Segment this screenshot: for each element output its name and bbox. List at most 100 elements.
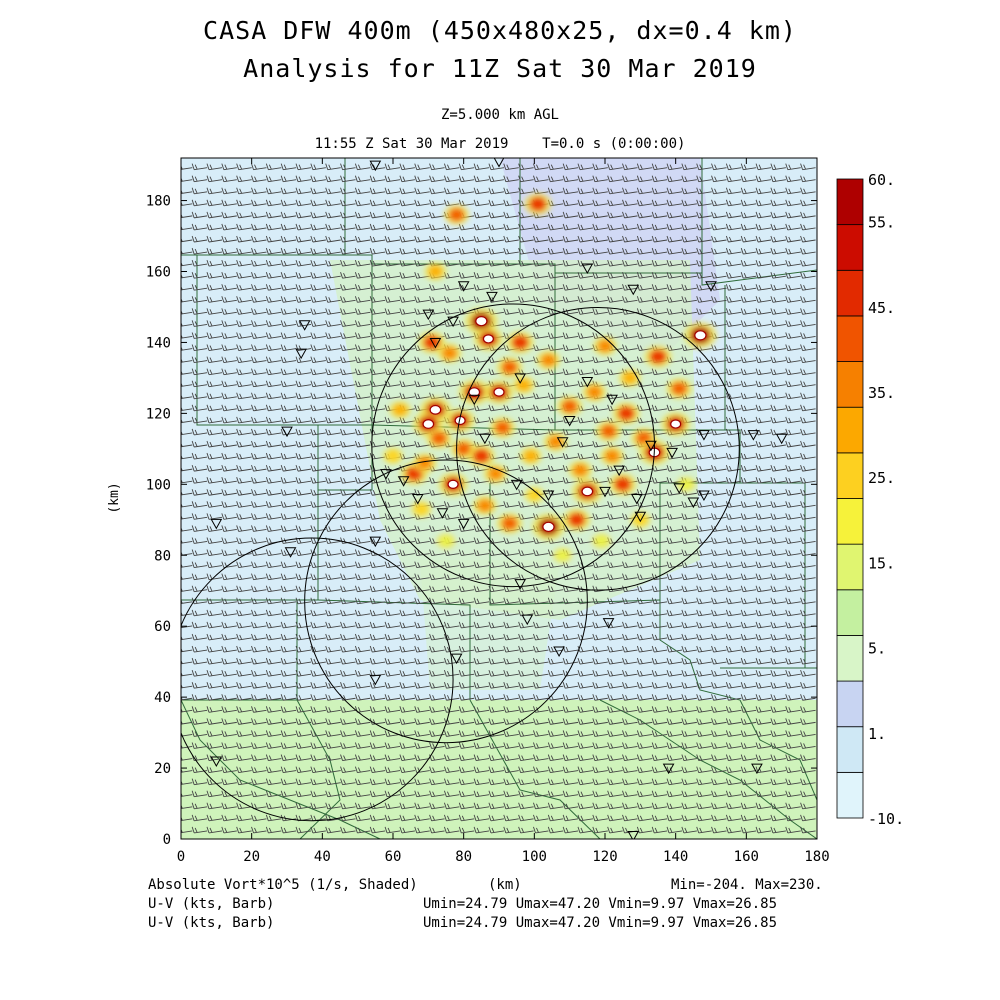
wind-barb [607, 814, 623, 822]
wind-barb [711, 163, 727, 171]
wind-barb [607, 308, 623, 315]
wind-barb [191, 380, 208, 388]
wind-barb [369, 223, 386, 231]
wind-barb [325, 368, 341, 376]
wind-barb [295, 802, 312, 810]
wind-barb [725, 525, 742, 532]
wind-barb [310, 694, 326, 701]
wind-barb [191, 356, 208, 364]
wind-barb [265, 332, 282, 339]
vorticity-cell [572, 463, 588, 477]
wind-barb [265, 356, 282, 364]
wind-barb [740, 284, 757, 291]
wind-barb [711, 477, 727, 484]
wind-barb [622, 609, 638, 617]
wind-barb [607, 223, 623, 231]
wind-barb [800, 669, 816, 677]
wind-barb [785, 525, 801, 532]
wind-barb [325, 320, 341, 327]
wind-barb [236, 284, 252, 291]
wind-barb [725, 211, 742, 219]
wind-barb [325, 416, 341, 424]
wind-barb [236, 730, 252, 737]
wind-barb [518, 223, 534, 231]
wind-barb [236, 272, 252, 279]
wind-barb [725, 682, 742, 689]
wind-barb [651, 718, 668, 725]
wind-barb [295, 320, 312, 327]
wind-barb [236, 368, 252, 376]
wind-barb [399, 645, 415, 653]
wind-barb [547, 284, 564, 291]
colorbar-swatch [836, 589, 864, 636]
wind-barb [622, 320, 638, 327]
wind-barb [785, 284, 801, 291]
wind-barb [251, 645, 267, 653]
wind-barb [577, 187, 594, 195]
wind-barb [473, 621, 490, 629]
wind-barb [518, 211, 534, 219]
wind-barb [251, 464, 267, 472]
wind-barb [369, 513, 386, 520]
wind-barb [725, 754, 742, 761]
wind-barb [770, 223, 786, 231]
wind-barb [429, 597, 445, 605]
wind-barb [236, 356, 252, 364]
wind-barb [622, 272, 638, 279]
vorticity-core [493, 387, 505, 397]
wind-barb [221, 332, 237, 339]
wind-barb [458, 549, 475, 556]
wind-barb [755, 573, 772, 581]
wind-barb [503, 826, 519, 834]
wind-barb [369, 585, 386, 593]
wind-barb [636, 163, 653, 171]
wind-barb [221, 826, 237, 834]
wind-barb [325, 175, 341, 183]
wind-barb [607, 645, 623, 653]
wind-barb [340, 272, 356, 279]
wind-barb [592, 621, 608, 629]
wind-barb [592, 766, 608, 774]
wind-barb [518, 235, 534, 243]
barb-stats-2: Umin=24.79 Umax=47.20 Vmin=9.97 Vmax=26.… [423, 915, 778, 931]
wind-barb [681, 633, 697, 641]
wind-barb [369, 573, 386, 581]
wind-barb [473, 718, 490, 725]
wind-barb [488, 187, 505, 195]
wind-barb [622, 597, 638, 605]
wind-barb [221, 428, 237, 436]
wind-barb [577, 501, 594, 508]
wind-barb [354, 537, 371, 544]
wind-barb [755, 633, 772, 641]
wind-barb [443, 308, 460, 315]
wind-barb [325, 452, 341, 460]
wind-barb [711, 308, 727, 315]
wind-barb [651, 669, 668, 677]
wind-barb [325, 621, 341, 629]
wind-barb [636, 211, 653, 219]
wind-barb [800, 525, 816, 532]
wind-barb [562, 223, 579, 231]
wind-barb [369, 187, 386, 195]
wind-barb [280, 621, 297, 629]
wind-barb [651, 489, 668, 496]
wind-barb [369, 682, 386, 689]
wind-barb [295, 392, 312, 400]
wind-barb [265, 199, 282, 207]
wind-barb [547, 344, 564, 351]
wind-barb [251, 440, 267, 448]
wind-barb [547, 682, 564, 689]
wind-barb [740, 163, 757, 171]
wind-barb [607, 284, 623, 291]
wind-barb [206, 344, 223, 351]
wind-barb [800, 428, 816, 436]
wind-barb [681, 163, 697, 171]
wind-barb [651, 308, 668, 315]
wind-barb [325, 163, 341, 171]
wind-barb [354, 790, 371, 798]
wind-barb [740, 416, 757, 424]
wind-barb [443, 597, 460, 605]
wind-barb [488, 561, 505, 569]
x-axis: 0 20 40 60 80 100 120 140 160 180 [177, 158, 830, 865]
wind-barb [236, 404, 252, 412]
